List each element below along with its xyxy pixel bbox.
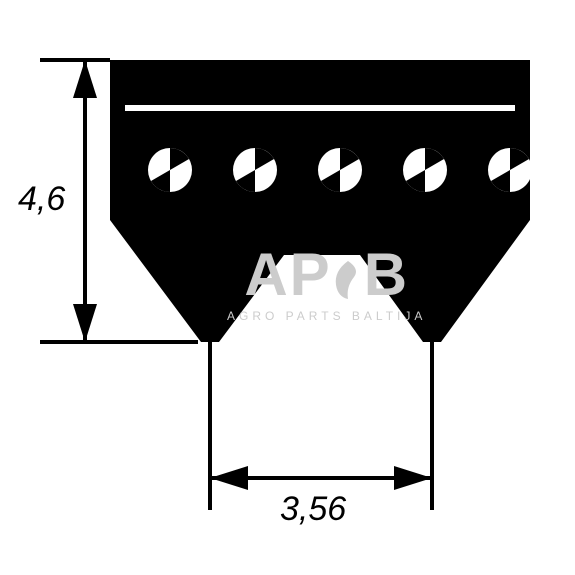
height-dimension-label: 4,6 <box>18 180 65 219</box>
cord-2 <box>233 148 277 192</box>
watermark-sub: AGRO PARTS BALTIJA <box>227 309 426 323</box>
watermark: AP B AGRO PARTS BALTIJA <box>227 240 426 323</box>
cord-3 <box>318 148 362 192</box>
watermark-text-b: B <box>364 241 409 308</box>
width-dimension-label: 3,56 <box>280 490 346 529</box>
watermark-text-a: A <box>244 241 289 308</box>
width-dimension <box>210 342 432 510</box>
cord-5 <box>488 148 532 192</box>
cord-1 <box>148 148 192 192</box>
watermark-main: AP B <box>227 240 426 309</box>
cord-4 <box>403 148 447 192</box>
